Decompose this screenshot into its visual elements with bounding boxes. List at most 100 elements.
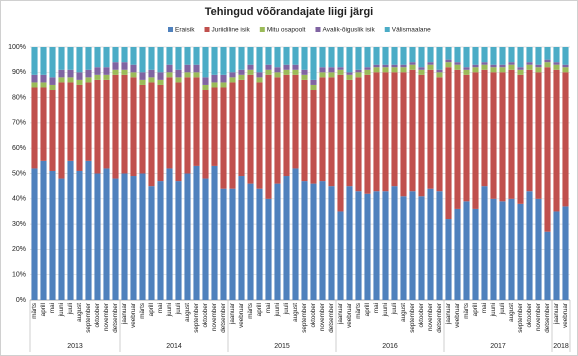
bar-segment [112, 178, 119, 300]
bar-segment [265, 69, 272, 75]
bar-segment [58, 47, 65, 70]
x-tick-label: november [211, 303, 218, 331]
bar-segment [409, 64, 416, 70]
x-tick-label: märts [355, 303, 362, 319]
x-tick-label: oktoober [202, 303, 209, 328]
bar-segment [328, 67, 335, 73]
bar-segment [265, 64, 272, 70]
bar-segment [517, 67, 524, 70]
bar-segment [445, 47, 452, 60]
bar-segment [454, 47, 461, 63]
bar-segment [49, 77, 56, 85]
bar-segment [76, 79, 83, 85]
x-tick-label: juuli [499, 303, 506, 315]
x-tick-label: oktoober [418, 303, 425, 328]
bar-segment [328, 47, 335, 68]
bar-segment [373, 47, 380, 65]
x-tick-label: august [400, 303, 407, 322]
x-tick-label: märts [139, 303, 146, 319]
bar-segment [193, 165, 200, 300]
bar-segment [94, 79, 101, 174]
bar-segment [238, 69, 245, 75]
bar-segment [175, 82, 182, 182]
bar-segment [220, 188, 227, 300]
bar-segment [508, 198, 515, 300]
bar-segment [229, 72, 236, 78]
x-tick-label: veebruar [346, 303, 353, 328]
bar-segment [166, 64, 173, 73]
y-tick-label: 100% [8, 44, 26, 51]
bar-segment [247, 69, 254, 75]
bar-segment [193, 47, 200, 65]
bar-segment [121, 69, 128, 75]
bar-segment [454, 69, 461, 209]
bar-segment [499, 64, 506, 68]
bar-segment [472, 47, 479, 65]
bar-segment [409, 47, 416, 63]
bar-segment [310, 84, 317, 91]
x-group-label: 2015 [274, 343, 290, 350]
x-tick-label: mai [265, 303, 272, 313]
bar-segment [364, 67, 371, 70]
bar-segment [121, 62, 128, 70]
bar-segment [535, 47, 542, 65]
bar-segment [382, 72, 389, 192]
bar-segment [211, 82, 218, 88]
x-tick-label: august [508, 303, 515, 322]
bar-segment [130, 72, 137, 78]
x-tick-label: september [301, 303, 308, 333]
bar-segment [481, 64, 488, 70]
bar-segment [67, 47, 74, 70]
x-tick-label: august [292, 303, 299, 322]
bar-segment [112, 74, 119, 179]
x-tick-label: mai [157, 303, 164, 313]
bar-segment [328, 186, 335, 300]
legend-label: Välismaalane [392, 27, 431, 34]
bar-segment [463, 201, 470, 300]
bar-segment [382, 67, 389, 73]
bar-segment [364, 193, 371, 300]
bar-segment [472, 67, 479, 73]
bar-segment [157, 47, 164, 73]
bar-segment [184, 72, 191, 78]
bar-segment [301, 69, 308, 75]
bar-segment [436, 69, 443, 73]
bar-segment [202, 84, 209, 91]
legend-swatch [384, 27, 390, 32]
bar-segment [103, 168, 110, 300]
bar-segment [418, 74, 425, 197]
x-tick-label: veebruar [238, 303, 245, 328]
bar-segment [553, 64, 560, 70]
bar-segment [310, 183, 317, 300]
y-tick-label: 70% [12, 120, 26, 127]
bar-segment [364, 47, 371, 68]
bar-segment [391, 72, 398, 187]
bar-segment [274, 183, 281, 300]
bar-segment [544, 47, 551, 60]
bar-segment [274, 47, 281, 68]
x-tick-label: märts [31, 303, 38, 319]
bar-segment [544, 59, 551, 63]
bar-segment [229, 82, 236, 189]
bar-segment [310, 90, 317, 184]
bar-segment [499, 201, 506, 300]
x-tick-label: veebruar [562, 303, 569, 328]
bar-segment [256, 77, 263, 83]
bar-segment [553, 47, 560, 63]
bar-segment [562, 67, 569, 73]
bar-segment [283, 176, 290, 300]
x-tick-label: detsember [112, 303, 119, 333]
bar-segment [283, 64, 290, 70]
bar-segment [445, 219, 452, 300]
bar-segment [139, 47, 146, 73]
legend-swatch [168, 27, 173, 32]
x-group-label: 2017 [490, 343, 506, 350]
bar-segment [103, 47, 110, 68]
bar-segment [103, 79, 110, 169]
bar-segment [436, 72, 443, 78]
bar-segment [148, 77, 155, 83]
legend-label: Avalik-õiguslik isik [322, 27, 375, 34]
bar-segment [31, 74, 38, 83]
bar-segment [247, 183, 254, 300]
bar-segment [535, 67, 542, 73]
